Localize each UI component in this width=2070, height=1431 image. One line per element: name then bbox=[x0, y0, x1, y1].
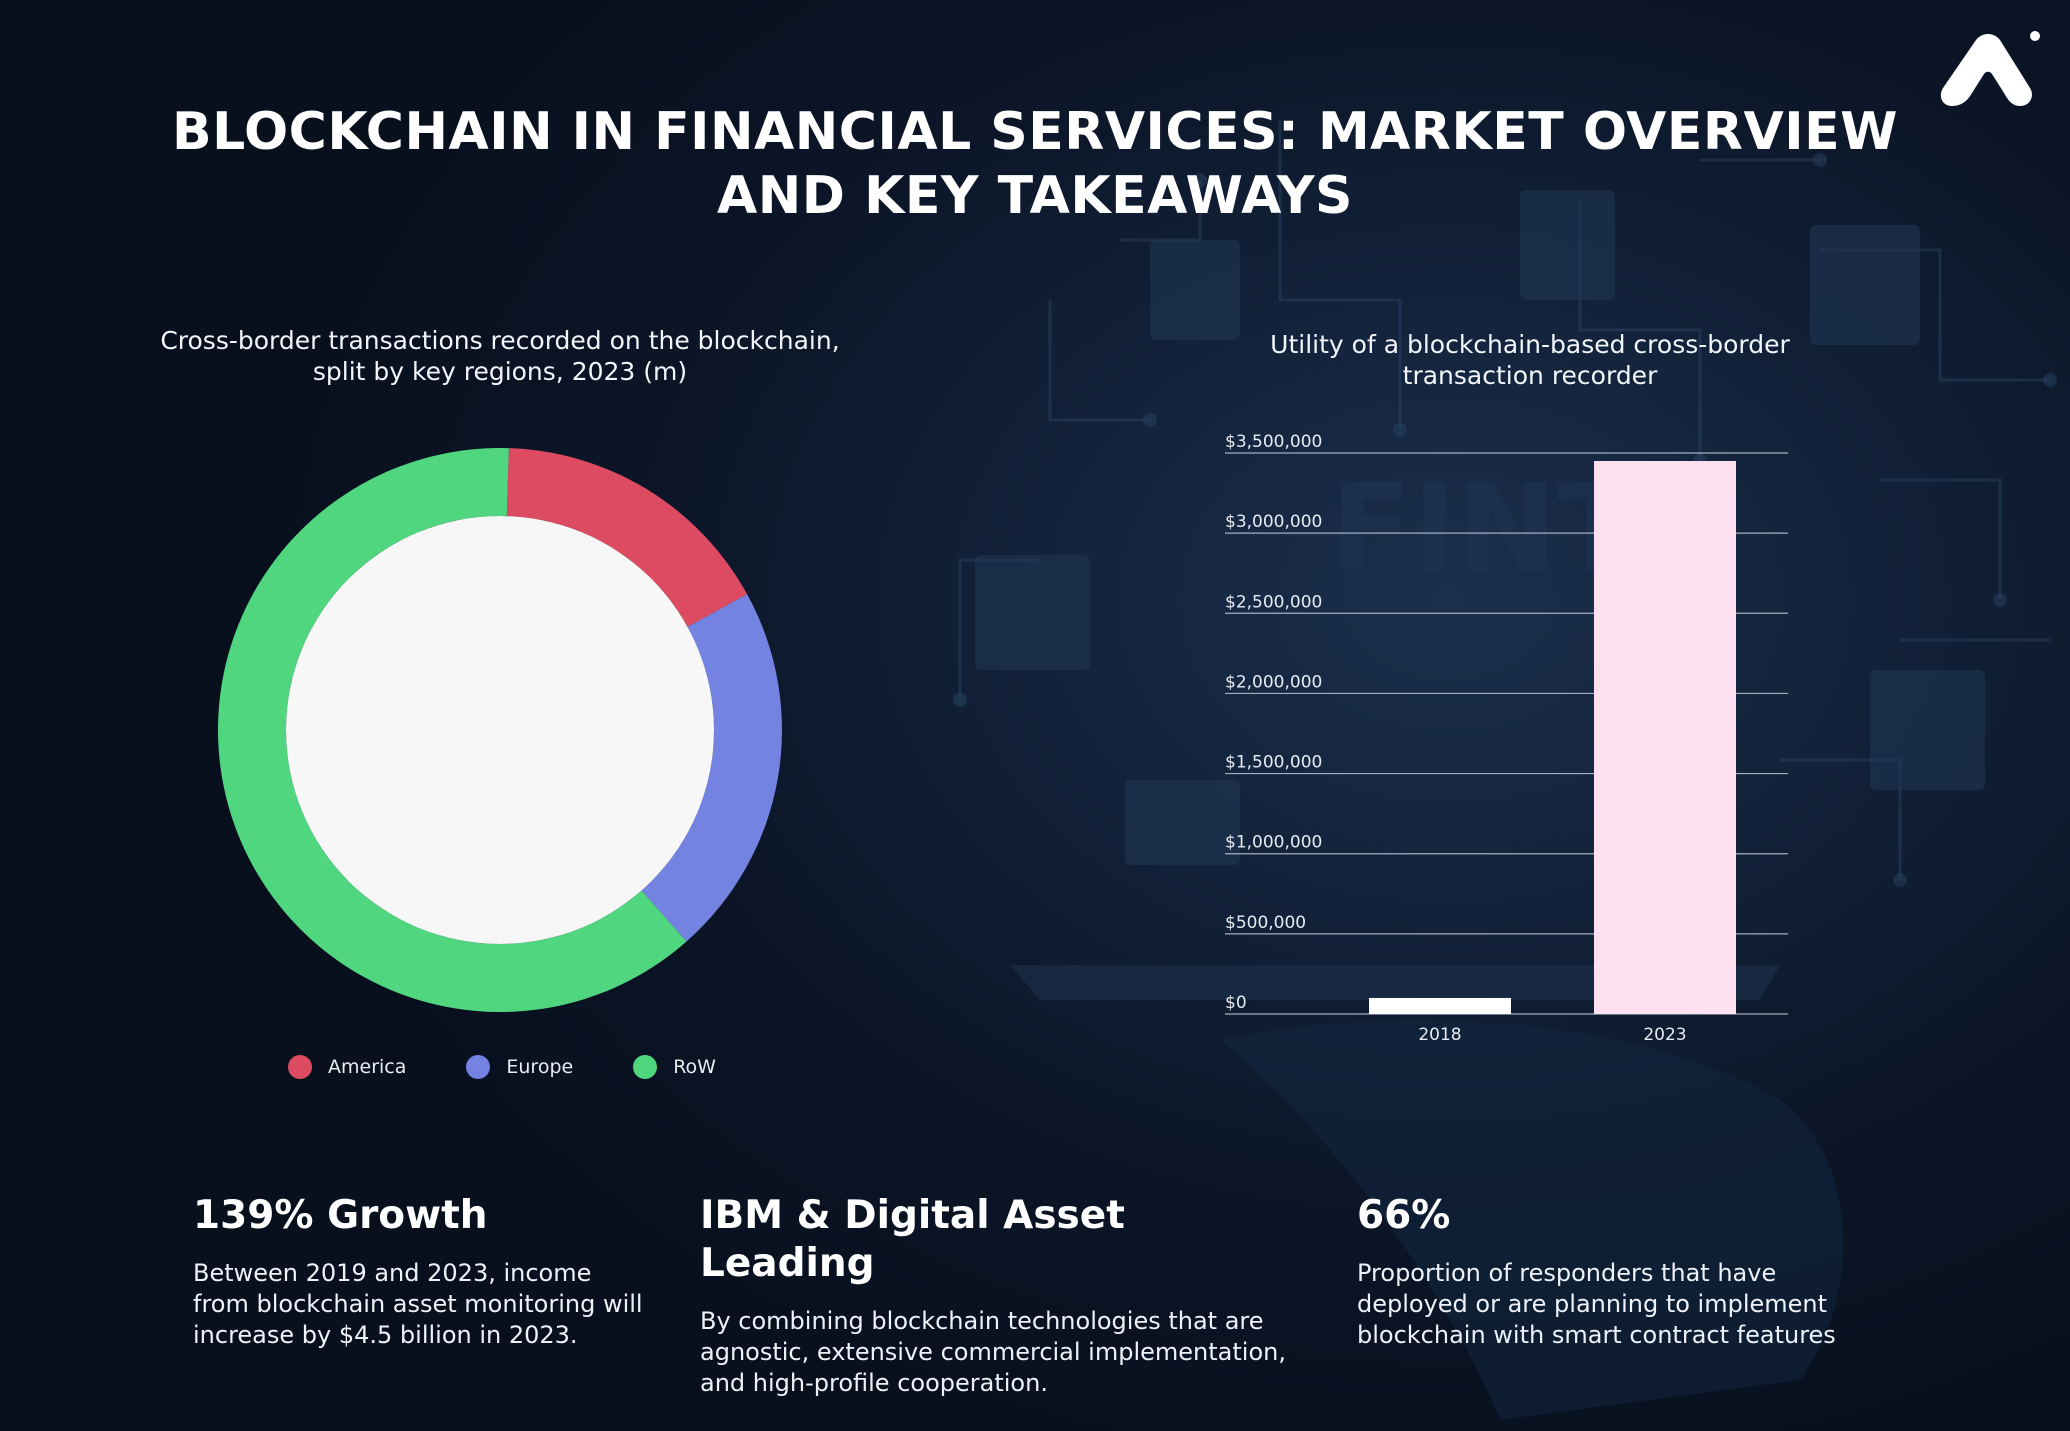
y-tick-label: $500,000 bbox=[1225, 913, 1306, 933]
a-arrow-logo-icon bbox=[1940, 31, 2040, 106]
bar-chart-title: Utility of a blockchain-based cross-bord… bbox=[1270, 330, 1790, 390]
bar-2023 bbox=[1594, 461, 1736, 1014]
donut-slice-row bbox=[217, 447, 687, 1012]
legend-dot-america bbox=[288, 1055, 312, 1079]
y-tick-label: $2,500,000 bbox=[1225, 592, 1322, 612]
donut-legend: America Europe RoW bbox=[288, 1055, 776, 1079]
y-tick-label: $3,500,000 bbox=[1225, 432, 1322, 452]
legend-dot-row bbox=[633, 1055, 658, 1079]
page-title: BLOCKCHAIN IN FINANCIAL SERVICES: MARKET… bbox=[172, 102, 1898, 226]
takeaway-heading: 66% bbox=[1357, 1193, 1451, 1238]
takeaway-text: By combining blockchain technologies tha… bbox=[700, 1307, 1286, 1397]
y-tick-label: $1,500,000 bbox=[1225, 753, 1322, 773]
legend-label-america: America bbox=[328, 1056, 407, 1078]
x-tick-label: 2018 bbox=[1418, 1025, 1461, 1045]
donut-chart bbox=[217, 447, 782, 1012]
y-tick-label: $2,000,000 bbox=[1225, 672, 1322, 692]
legend-label-europe: Europe bbox=[506, 1056, 574, 1078]
y-tick-label: $3,000,000 bbox=[1225, 512, 1322, 532]
legend-item-europe: Europe bbox=[466, 1055, 573, 1079]
donut-center bbox=[286, 516, 714, 944]
y-tick-label: $1,000,000 bbox=[1225, 833, 1322, 853]
donut-chart-title: Cross-border transactions recorded on th… bbox=[160, 326, 840, 386]
y-tick-label: $0 bbox=[1225, 993, 1247, 1013]
takeaway-heading: IBM & Digital Asset Leading bbox=[700, 1193, 1125, 1286]
donut-slice-america bbox=[506, 448, 748, 627]
bar-chart: $0 $500,000 $1,000,000 $1,500,000 $2,000,000… bbox=[1225, 432, 1788, 1045]
bar-2018 bbox=[1369, 997, 1511, 1014]
takeaway-ibm: IBM & Digital Asset Leading By combining… bbox=[700, 1192, 1290, 1399]
takeaway-heading: 139% Growth bbox=[193, 1193, 488, 1238]
legend-item-row: RoW bbox=[633, 1055, 716, 1079]
donut-slice-europe bbox=[641, 594, 782, 942]
takeaway-text: Between 2019 and 2023, income from block… bbox=[193, 1259, 643, 1349]
x-tick-label: 2023 bbox=[1643, 1025, 1686, 1045]
legend-label-row: RoW bbox=[673, 1056, 716, 1078]
takeaway-growth: 139% Growth Between 2019 and 2023, incom… bbox=[193, 1192, 643, 1351]
takeaway-66-percent: 66% Proportion of responders that have d… bbox=[1357, 1192, 1877, 1351]
legend-item-america: America bbox=[288, 1055, 406, 1079]
legend-dot-europe bbox=[466, 1055, 491, 1079]
takeaway-text: Proportion of responders that have deplo… bbox=[1357, 1259, 1836, 1349]
